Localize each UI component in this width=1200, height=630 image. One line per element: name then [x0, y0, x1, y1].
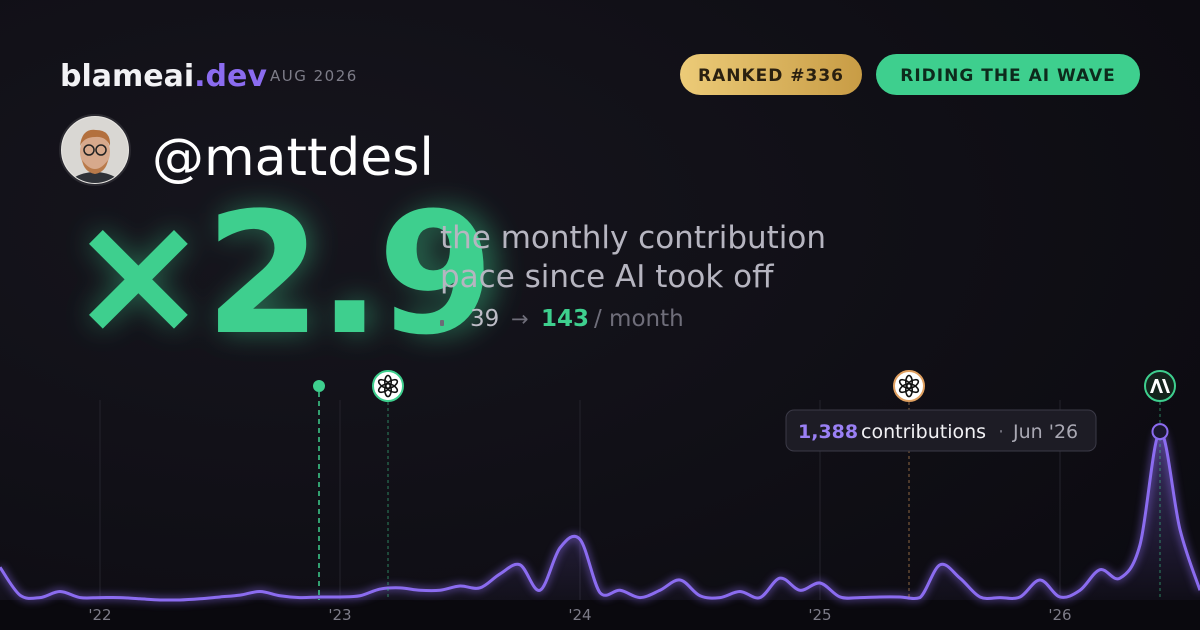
tooltip-box	[785, 409, 1097, 452]
tooltip-separator: ·	[998, 421, 1004, 443]
line	[0, 430, 1200, 602]
brand-name: blameai	[60, 59, 194, 94]
caption-line: pace since AI took off	[440, 259, 774, 295]
pace-unit: / month	[594, 306, 684, 332]
anthropic-logo	[1150, 379, 1170, 393]
brand: blameai.dev	[60, 59, 267, 94]
avatar	[59, 114, 131, 186]
tooltip-value: 1,388	[798, 421, 858, 443]
logo-petal	[898, 378, 913, 390]
multiplier-glow: ×2.9	[68, 176, 506, 372]
wave-badge	[876, 54, 1140, 95]
pace-before: 39	[470, 306, 499, 332]
wave-badge-text: RIDING THE AI WAVE	[900, 66, 1115, 86]
axis-band	[0, 600, 1200, 630]
pace-icon	[440, 308, 457, 326]
caption-line: the monthly contribution	[440, 220, 826, 256]
rank-badge	[680, 54, 862, 95]
event-icon	[893, 370, 925, 402]
handle: @mattdesl	[152, 128, 434, 188]
x-tick-label: '22	[88, 606, 111, 624]
tooltip-date: Jun '26	[1012, 421, 1078, 443]
event-markers	[313, 370, 1176, 600]
x-tick-label: '25	[808, 606, 831, 624]
tooltip: 1,388 contributions · Jun '26	[785, 409, 1169, 452]
peak-marker	[1151, 423, 1169, 441]
multiplier: ×2.9	[68, 176, 490, 372]
pace-arrow: →	[511, 307, 529, 331]
logo-petal	[377, 378, 392, 390]
date: AUG 2026	[270, 67, 358, 85]
x-tick-label: '24	[568, 606, 591, 624]
brand-tld: .dev	[194, 59, 267, 94]
tooltip-unit: contributions	[861, 421, 986, 443]
pace-after: 143	[541, 306, 589, 332]
x-tick-label: '23	[328, 606, 351, 624]
rank-badge-text: RANKED #336	[698, 66, 844, 86]
x-tick-label: '26	[1048, 606, 1071, 624]
event-dot	[313, 380, 325, 392]
event-icon	[372, 370, 404, 402]
